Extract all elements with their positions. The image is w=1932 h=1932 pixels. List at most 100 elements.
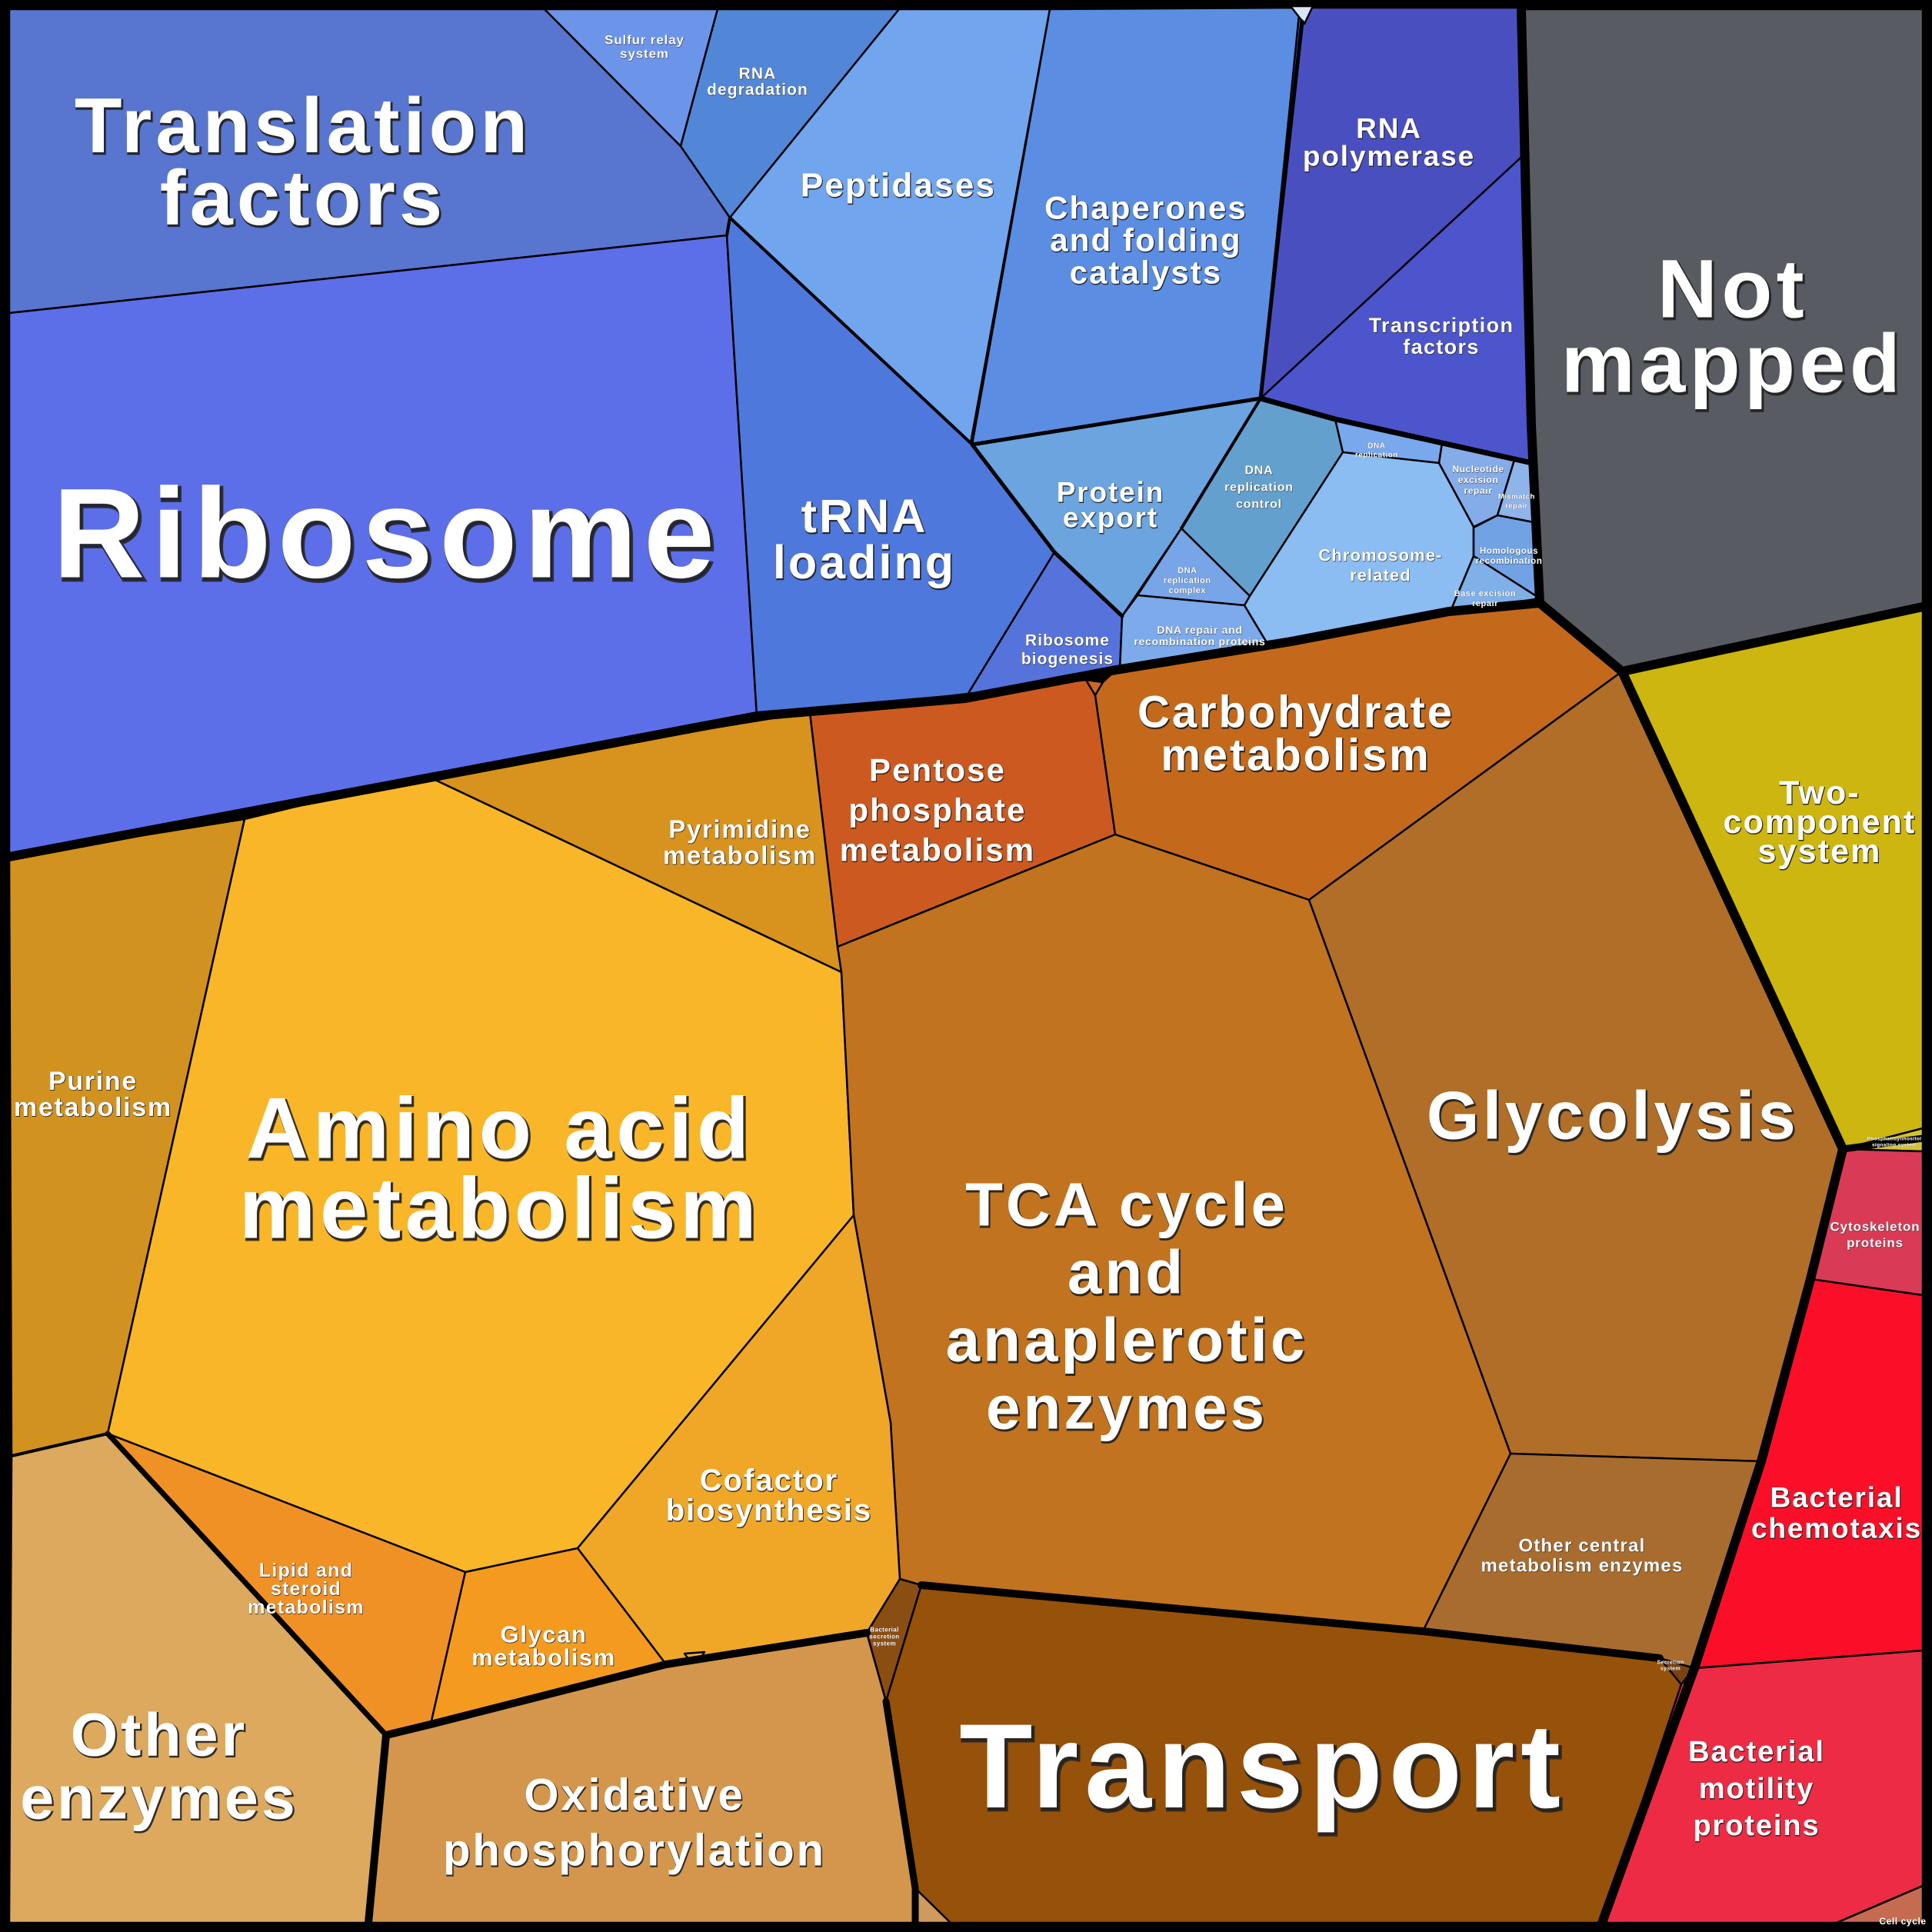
svg-text:metabolism: metabolism [472, 1644, 617, 1671]
svg-text:Nucleotide: Nucleotide [1453, 464, 1504, 475]
svg-text:signaling system: signaling system [1872, 1143, 1917, 1148]
svg-text:loading: loading [773, 536, 956, 588]
svg-text:enzymes: enzymes [20, 1764, 298, 1832]
svg-text:replication: replication [1355, 451, 1398, 460]
svg-text:Glycan: Glycan [501, 1621, 588, 1648]
svg-text:Secretion: Secretion [1657, 1661, 1684, 1666]
svg-text:DNA repair and: DNA repair and [1157, 624, 1242, 636]
svg-text:recombination proteins: recombination proteins [1134, 635, 1266, 648]
svg-text:repair: repair [1472, 599, 1498, 608]
svg-text:motility: motility [1699, 1774, 1814, 1806]
svg-text:anaplerotic: anaplerotic [946, 1306, 1308, 1374]
svg-text:metabolism: metabolism [840, 832, 1035, 868]
svg-text:Bacterial: Bacterial [870, 1627, 898, 1634]
svg-text:TCA cycle: TCA cycle [965, 1171, 1288, 1239]
svg-text:steroid: steroid [271, 1578, 341, 1600]
svg-text:biosynthesis: biosynthesis [666, 1494, 873, 1527]
svg-text:metabolism enzymes: metabolism enzymes [1481, 1556, 1683, 1577]
svg-text:recombination proteins: recombination proteins [1134, 635, 1266, 648]
svg-text:Bacterial: Bacterial [870, 1627, 898, 1634]
svg-text:repair: repair [1506, 502, 1528, 511]
svg-text:system: system [1661, 1667, 1681, 1672]
svg-text:Other central: Other central [1519, 1536, 1646, 1557]
svg-text:biogenesis: biogenesis [1021, 651, 1114, 668]
svg-text:Cytoskeleton: Cytoskeleton [1830, 1220, 1920, 1234]
svg-text:Ribosome: Ribosome [53, 463, 721, 605]
svg-text:complex: complex [1169, 586, 1207, 595]
svg-text:DNA: DNA [1178, 566, 1197, 575]
svg-text:system: system [1758, 834, 1882, 871]
svg-text:RNA: RNA [1356, 113, 1422, 145]
svg-text:secretion: secretion [870, 1634, 900, 1641]
svg-text:factors: factors [1403, 335, 1479, 358]
svg-text:Cell cycle: Cell cycle [1879, 1916, 1926, 1927]
svg-text:Bacterial: Bacterial [1688, 1736, 1825, 1768]
svg-text:Transport: Transport [961, 1702, 1569, 1836]
svg-text:metabolism: metabolism [1161, 731, 1431, 781]
svg-text:metabolism: metabolism [14, 1093, 172, 1122]
svg-text:phosphate: phosphate [848, 792, 1026, 828]
svg-text:enzymes: enzymes [986, 1374, 1267, 1442]
svg-text:control: control [1236, 498, 1282, 511]
svg-text:catalysts: catalysts [1070, 255, 1223, 291]
svg-text:component: component [1724, 804, 1917, 841]
svg-text:metabolism: metabolism [241, 1162, 762, 1258]
svg-text:metabolism: metabolism [471, 1644, 616, 1671]
svg-text:recombination: recombination [1476, 557, 1543, 566]
svg-text:motility: motility [1699, 1773, 1814, 1805]
svg-text:anaplerotic: anaplerotic [947, 1307, 1309, 1375]
svg-text:Other central: Other central [1519, 1536, 1646, 1557]
svg-text:biosynthesis: biosynthesis [666, 1494, 873, 1528]
svg-text:Cofactor: Cofactor [700, 1464, 838, 1498]
svg-text:RNA: RNA [1357, 113, 1423, 145]
svg-text:metabolism: metabolism [663, 841, 817, 870]
svg-text:Pyrimidine: Pyrimidine [669, 815, 811, 844]
svg-text:system: system [873, 1641, 896, 1647]
svg-text:export: export [1064, 502, 1159, 534]
svg-text:Chromosome-: Chromosome- [1319, 546, 1443, 565]
svg-text:Ribosome: Ribosome [55, 465, 723, 608]
svg-text:metabolism: metabolism [664, 841, 818, 870]
svg-text:Base excision: Base excision [1454, 589, 1517, 598]
svg-text:Not: Not [1659, 244, 1810, 337]
svg-text:Sulfur relay: Sulfur relay [605, 33, 685, 48]
svg-text:Pyrimidine: Pyrimidine [668, 815, 811, 844]
svg-text:Oxidative: Oxidative [525, 1771, 745, 1821]
svg-text:Peptidases: Peptidases [801, 167, 996, 205]
svg-text:RNA: RNA [739, 65, 777, 83]
svg-text:Ribosome: Ribosome [1025, 632, 1110, 650]
svg-text:Carbohydrate: Carbohydrate [1138, 688, 1454, 738]
svg-text:metabolism: metabolism [15, 1094, 173, 1123]
svg-text:DNA repair and: DNA repair and [1158, 624, 1243, 636]
svg-text:proteins: proteins [1693, 1810, 1820, 1842]
svg-text:chemotaxis: chemotaxis [1751, 1513, 1922, 1544]
svg-text:replication: replication [1355, 451, 1398, 460]
svg-text:tRNA: tRNA [802, 491, 929, 543]
svg-text:polymerase: polymerase [1304, 141, 1476, 172]
svg-text:Pentose: Pentose [869, 752, 1006, 788]
svg-text:Chaperones: Chaperones [1044, 190, 1247, 226]
svg-text:catalysts: catalysts [1070, 255, 1223, 291]
svg-text:metabolism: metabolism [248, 1597, 364, 1618]
svg-text:DNA: DNA [1367, 442, 1385, 451]
svg-text:DNA: DNA [1244, 465, 1273, 478]
svg-text:Glycan: Glycan [501, 1621, 588, 1648]
svg-text:DNA: DNA [1245, 465, 1274, 478]
svg-text:biogenesis: biogenesis [1021, 651, 1114, 668]
svg-text:Protein: Protein [1057, 477, 1164, 508]
svg-text:Nucleotide: Nucleotide [1452, 464, 1504, 475]
svg-text:Transcription: Transcription [1369, 315, 1514, 338]
svg-text:replication: replication [1224, 481, 1294, 495]
svg-text:Phosphatidylinositol: Phosphatidylinositol [1867, 1137, 1922, 1142]
svg-text:recombination: recombination [1476, 557, 1543, 566]
svg-text:Purine: Purine [48, 1068, 138, 1097]
svg-text:related: related [1350, 566, 1411, 585]
svg-text:Cytoskeleton: Cytoskeleton [1830, 1220, 1920, 1234]
svg-text:Bacterial: Bacterial [1770, 1482, 1904, 1514]
svg-text:steroid: steroid [271, 1579, 341, 1601]
svg-text:Not: Not [1657, 242, 1808, 335]
svg-text:Translation: Translation [75, 83, 531, 169]
svg-text:repair: repair [1464, 485, 1493, 496]
svg-text:Amino acid: Amino acid [246, 1081, 754, 1177]
svg-text:phosphorylation: phosphorylation [443, 1826, 826, 1876]
